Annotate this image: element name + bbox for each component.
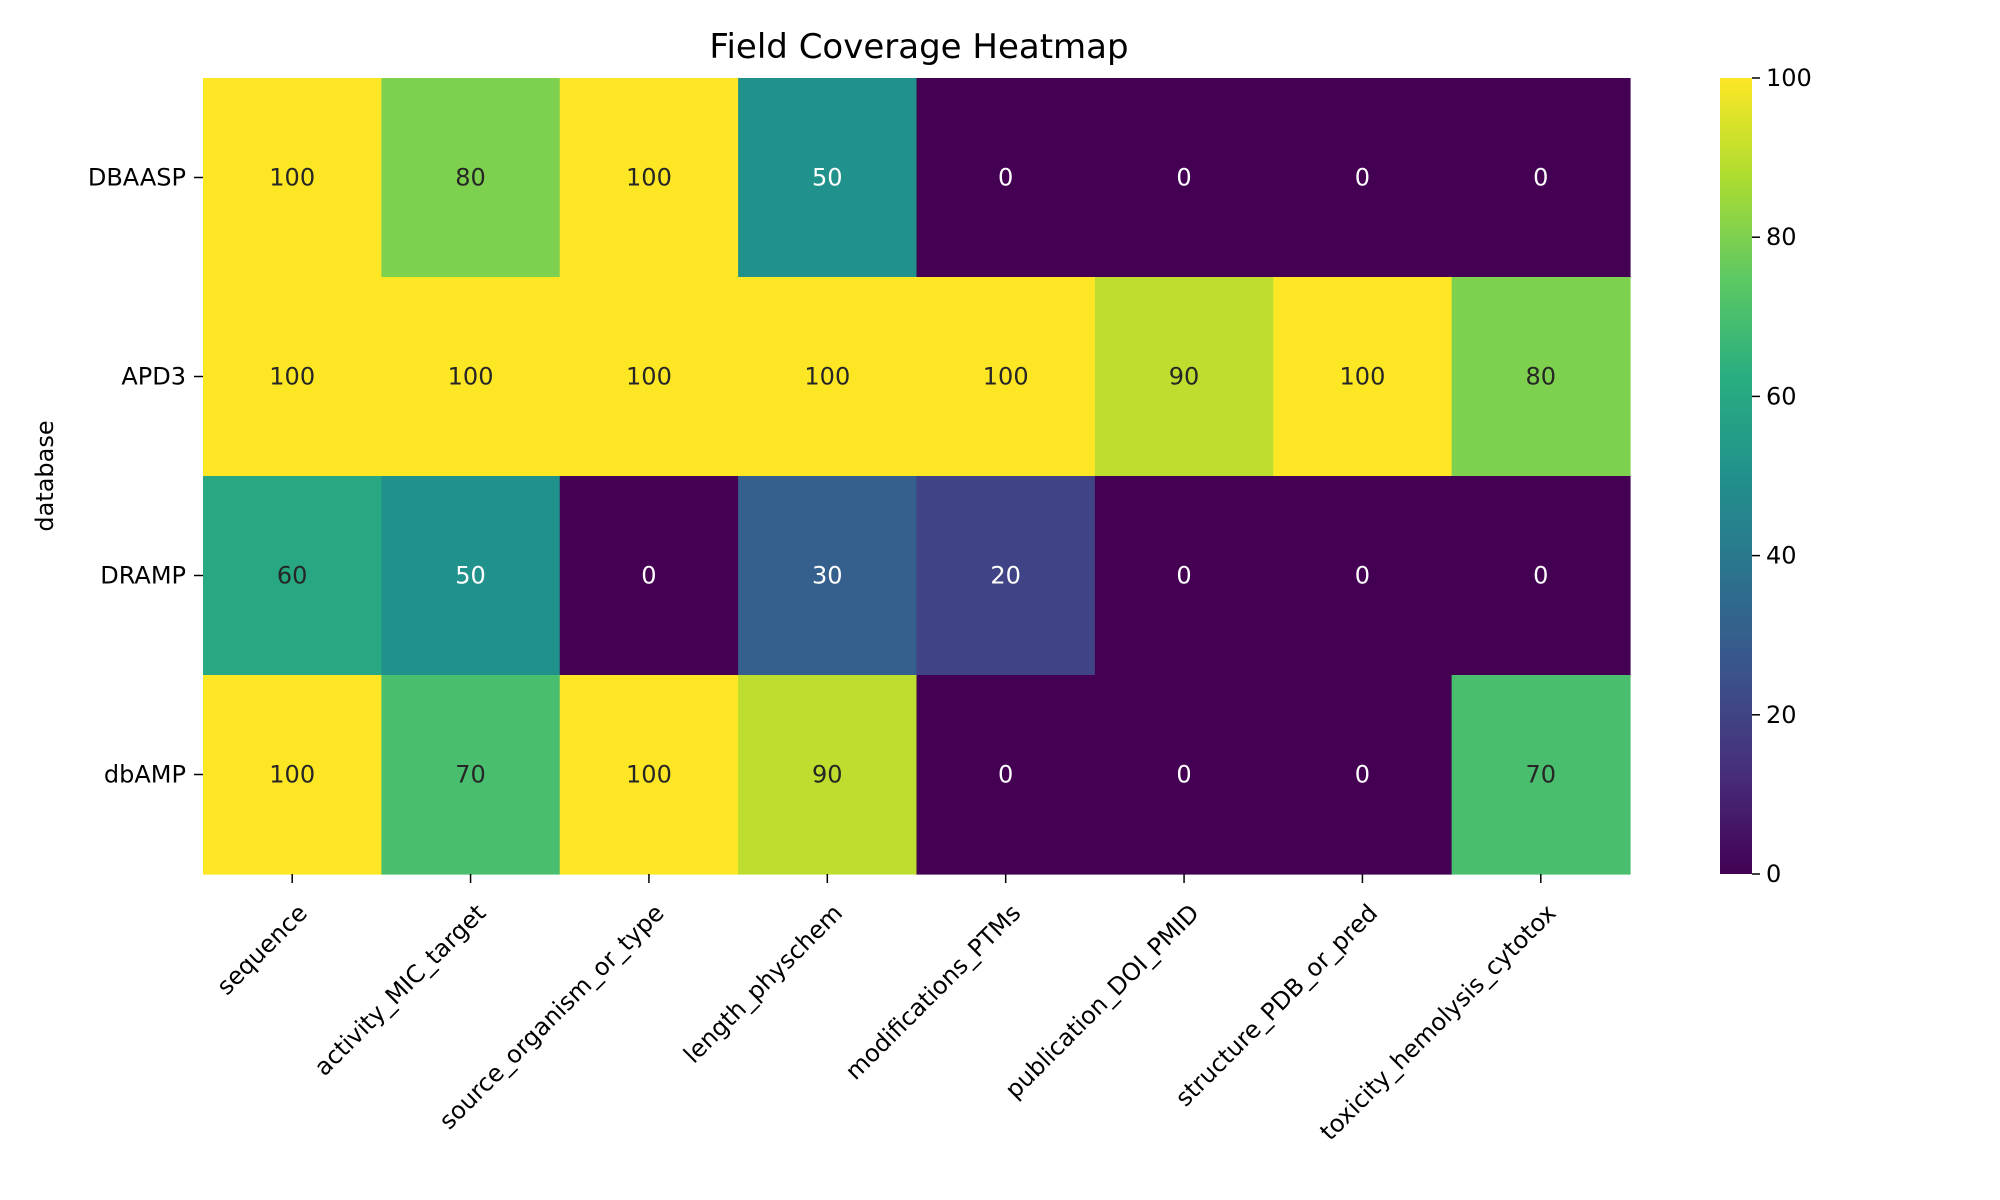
heatmap-cell (559, 78, 739, 278)
heatmap-cell (738, 675, 918, 875)
cell-value-label: 0 (998, 164, 1013, 192)
heatmap-cell (1273, 78, 1453, 278)
cell-value-label: 80 (455, 164, 486, 192)
cell-value-label: 0 (1533, 164, 1548, 192)
cell-value-label: 90 (812, 761, 843, 789)
cell-value-label: 100 (626, 761, 672, 789)
cell-value-label: 0 (1533, 562, 1548, 590)
x-tick-label: sequence (211, 899, 313, 1001)
cell-value-label: 30 (812, 562, 843, 590)
heatmap-cells: 100 80 100 50 0 0 0 0 100 100 100 100 100 90 100 80 60 50… (203, 78, 1631, 875)
colorbar-tick-label: 20 (1766, 701, 1797, 729)
cell-value-label: 0 (641, 562, 656, 590)
cell-value-label: 0 (1176, 761, 1191, 789)
y-tick-label: dbAMP (104, 761, 186, 789)
heatmap-cell (1094, 78, 1274, 278)
cell-value-label: 50 (812, 164, 843, 192)
y-tick-label: DBAASP (88, 164, 186, 192)
heatmap-cell (559, 476, 739, 676)
cell-value-label: 100 (1340, 363, 1386, 391)
heatmap-cell (203, 78, 382, 278)
cell-value-label: 90 (1169, 363, 1200, 391)
cell-value-label: 60 (277, 562, 308, 590)
heatmap-cell (203, 277, 382, 477)
cell-value-label: 0 (1176, 562, 1191, 590)
cell-value-label: 0 (1176, 164, 1191, 192)
heatmap-cell (738, 78, 918, 278)
heatmap-cell (738, 476, 918, 676)
cell-value-label: 100 (269, 363, 315, 391)
chart-title: Field Coverage Heatmap (709, 27, 1128, 67)
heatmap-cell (916, 675, 1096, 875)
heatmap-cell (381, 78, 561, 278)
colorbar-tick-label: 100 (1766, 64, 1812, 92)
colorbar-tick-label: 80 (1766, 223, 1797, 251)
x-tick-label: activity_MIC_target (309, 899, 491, 1081)
heatmap-cell (1094, 476, 1274, 676)
colorbar: 0 20 40 60 80 100 (1720, 64, 1812, 888)
heatmap-cell (738, 277, 918, 477)
cell-value-label: 80 (1526, 363, 1557, 391)
cell-value-label: 100 (269, 761, 315, 789)
x-tick-label: publication_DOI_PMID (1000, 899, 1205, 1104)
heatmap-cell (916, 476, 1096, 676)
heatmap-cell (1451, 78, 1631, 278)
heatmap-cell (1451, 476, 1631, 676)
x-tick-label: structure_PDB_or_pred (1170, 899, 1383, 1112)
heatmap-cell (1451, 277, 1631, 477)
x-tick-label: modifications_PTMs (840, 899, 1027, 1086)
cell-value-label: 0 (1355, 164, 1370, 192)
heatmap-cell (1273, 476, 1453, 676)
heatmap-cell (916, 78, 1096, 278)
heatmap-cell (203, 675, 382, 875)
heatmap-cell (1273, 277, 1453, 477)
heatmap-cell (559, 277, 739, 477)
heatmap-cell (916, 277, 1096, 477)
heatmap-cell (203, 476, 382, 676)
cell-value-label: 100 (626, 363, 672, 391)
cell-value-label: 100 (626, 164, 672, 192)
x-axis: sequenceactivity_MIC_targetsource_organi… (211, 874, 1561, 1146)
cell-value-label: 0 (998, 761, 1013, 789)
heatmap-cell (381, 675, 561, 875)
cell-value-label: 50 (455, 562, 486, 590)
y-axis-label: database (31, 420, 59, 531)
cell-value-label: 100 (804, 363, 850, 391)
heatmap-cell (1094, 675, 1274, 875)
cell-value-label: 100 (269, 164, 315, 192)
colorbar-tick-label: 40 (1766, 542, 1797, 570)
cell-value-label: 0 (1355, 562, 1370, 590)
x-tick-label: length_physchem (678, 899, 848, 1069)
cell-value-label: 100 (983, 363, 1029, 391)
heatmap-cell (381, 476, 561, 676)
colorbar-gradient (1720, 78, 1752, 874)
cell-value-label: 0 (1355, 761, 1370, 789)
cell-value-label: 100 (448, 363, 494, 391)
y-tick-label: DRAMP (100, 562, 186, 590)
heatmap-cell (1094, 277, 1274, 477)
cell-value-label: 70 (455, 761, 486, 789)
y-tick-label: APD3 (121, 363, 186, 391)
heatmap-cell (381, 277, 561, 477)
cell-value-label: 20 (990, 562, 1021, 590)
colorbar-tick-label: 60 (1766, 382, 1797, 410)
heatmap-cell (1451, 675, 1631, 875)
y-axis: DBAASP APD3 DRAMP dbAMP (88, 164, 203, 789)
heatmap-cell (1273, 675, 1453, 875)
colorbar-tick-label: 0 (1766, 860, 1781, 888)
cell-value-label: 70 (1526, 761, 1557, 789)
heatmap-cell (559, 675, 739, 875)
